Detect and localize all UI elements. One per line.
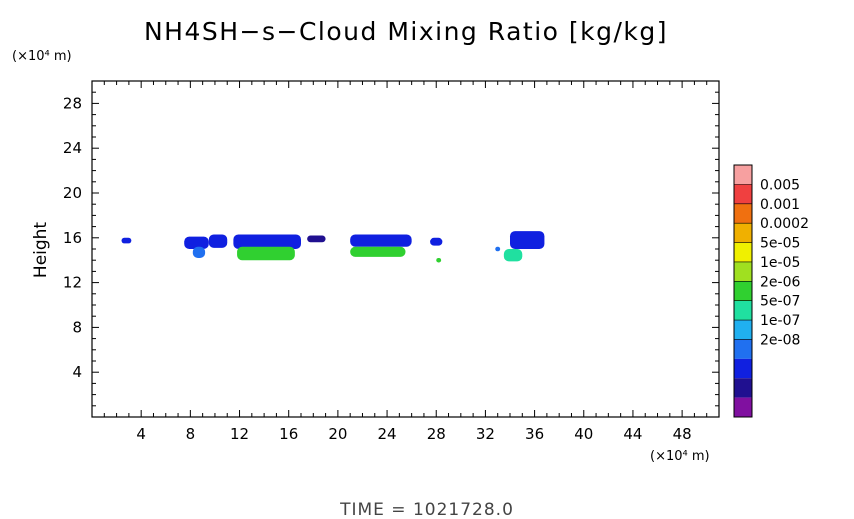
colorbar-label: 1e-05 [760, 255, 800, 271]
colorbar-swatch [734, 378, 752, 398]
cloud-region [430, 237, 443, 246]
x-tick-label: 24 [378, 425, 397, 443]
y-tick-label: 24 [63, 139, 82, 157]
plot-area [121, 231, 545, 263]
x-tick-label: 4 [136, 425, 146, 443]
colorbar-swatch [734, 397, 752, 417]
cloud-region [208, 234, 228, 248]
cloud-region [495, 246, 501, 252]
colorbar-swatch [734, 320, 752, 340]
time-footer: TIME = 1021728.0 [339, 500, 514, 519]
colorbar-swatch [734, 203, 752, 224]
colorbar-swatch [734, 358, 752, 379]
y-axis-label: Height [31, 222, 51, 279]
x-tick-label: 44 [623, 425, 642, 443]
colorbar-label: 0.001 [760, 197, 800, 213]
colorbar-swatch [734, 300, 752, 321]
colorbar-swatch [734, 281, 752, 301]
cloud-region [184, 236, 209, 249]
colorbar-label: 1e-07 [760, 313, 800, 329]
x-axis: 4 8 12 16 20 24 28 32 36 40 44 48 [103, 81, 708, 443]
cloud-region [192, 246, 206, 258]
y-tick-label: 4 [72, 363, 82, 381]
colorbar-swatch [734, 261, 752, 282]
x-axis-unit: (×10⁴ m) [650, 449, 710, 464]
colorbar-swatch [734, 242, 752, 262]
colorbar-swatch [734, 223, 752, 243]
x-tick-label: 16 [279, 425, 298, 443]
x-tick-label: 32 [476, 425, 495, 443]
colorbar-label: 2e-06 [760, 274, 800, 290]
plot-frame [91, 80, 720, 418]
x-tick-label: 20 [328, 425, 347, 443]
y-axis: 4 8 12 16 20 24 28 [63, 91, 719, 407]
x-tick-label: 40 [574, 425, 593, 443]
cloud-region [350, 246, 406, 257]
colorbar-swatch [734, 339, 752, 359]
cloud-region [237, 246, 295, 261]
y-tick-label: 28 [63, 94, 82, 112]
colorbar-label: 2e-08 [760, 332, 800, 348]
x-tick-label: 28 [427, 425, 446, 443]
colorbar-label: 5e-07 [760, 294, 800, 310]
y-tick-label: 20 [63, 184, 82, 202]
colorbar-frame [733, 164, 753, 418]
y-tick-label: 12 [63, 274, 82, 292]
cloud-region [350, 234, 412, 247]
y-axis-unit: (×10⁴ m) [12, 49, 72, 64]
chart-title: NH4SH−s−Cloud Mixing Ratio [kg/kg] [144, 17, 668, 46]
cloud-region [436, 257, 442, 263]
cloud-region [510, 231, 545, 249]
cloud-region [233, 234, 301, 249]
colorbar-label: 0.0002 [760, 216, 809, 232]
colorbar-label: 0.005 [760, 177, 800, 193]
colorbar-label: 5e-05 [760, 236, 800, 252]
colorbar: 0.005 0.001 0.0002 5e-05 1e-05 2e-06 5e-07 1e-0… [733, 164, 809, 418]
colorbar-swatch [734, 184, 752, 204]
y-tick-label: 16 [63, 229, 82, 247]
x-tick-label: 36 [525, 425, 544, 443]
cloud-region [121, 237, 132, 244]
x-tick-label: 12 [230, 425, 249, 443]
colorbar-swatch [734, 165, 752, 185]
cloud-region [307, 235, 326, 243]
x-tick-label: 48 [673, 425, 692, 443]
y-tick-label: 8 [72, 318, 82, 336]
cloud-region [503, 249, 523, 262]
x-tick-label: 8 [186, 425, 196, 443]
